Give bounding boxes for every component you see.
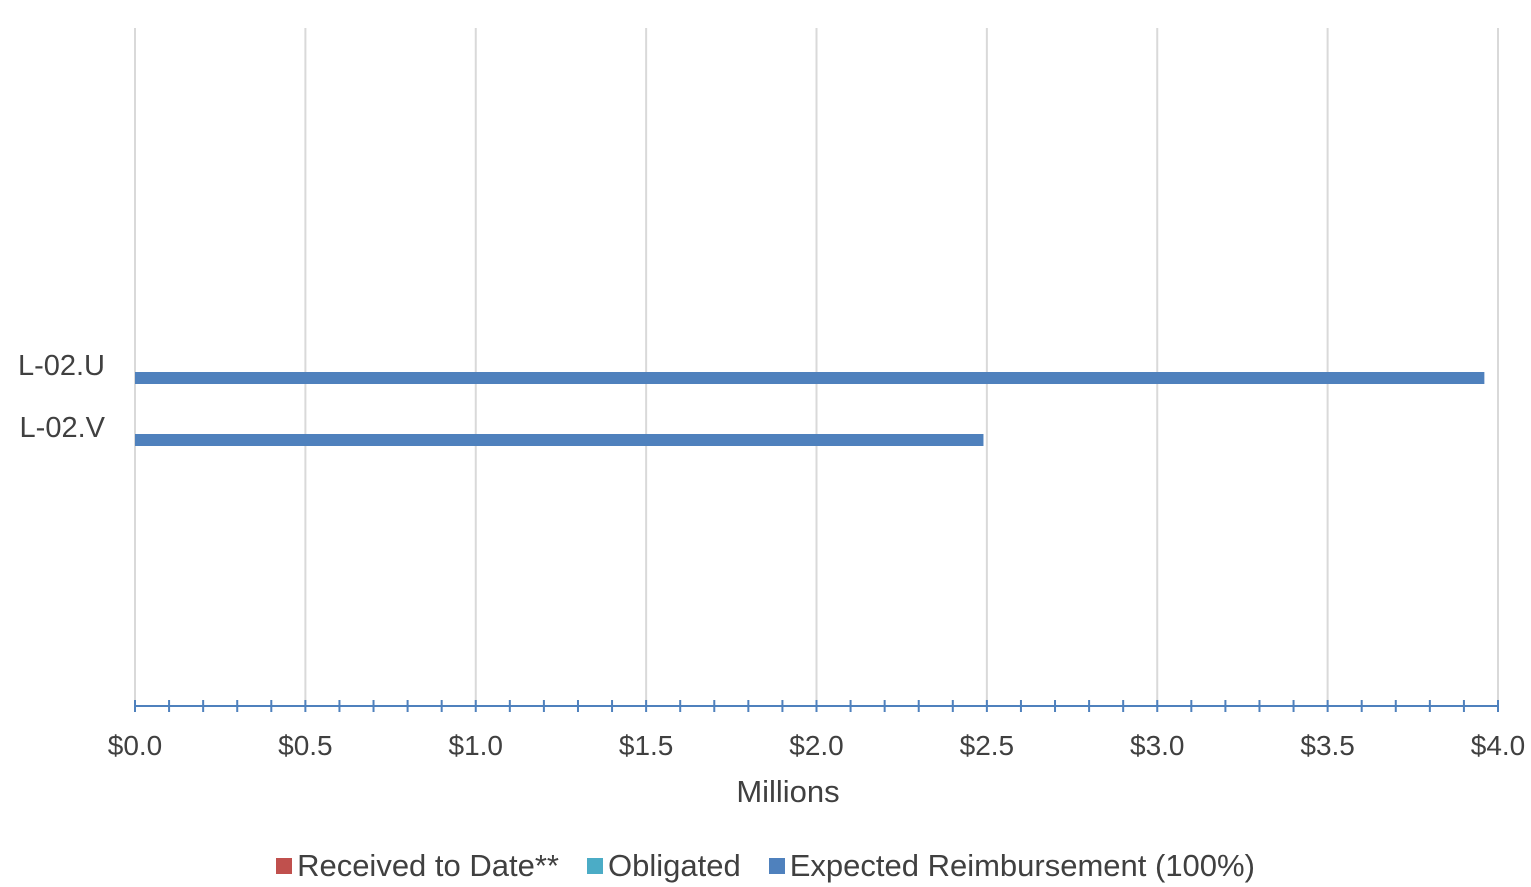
x-tick-label: $1.0: [449, 730, 504, 761]
y-axis-labels: L-02.U L-02.V: [18, 350, 106, 444]
x-tick-label: $0.0: [108, 730, 163, 761]
legend-label-received: Received to Date**: [297, 848, 559, 883]
gridlines: [134, 28, 1499, 706]
legend-label-obligated: Obligated: [608, 848, 741, 883]
bar-l-02-v: [135, 434, 984, 446]
legend-swatch-received: [276, 858, 293, 874]
legend-label-expected: Expected Reimbursement (100%): [789, 848, 1255, 883]
y-category-label: L-02.U: [18, 350, 105, 382]
legend-swatch-expected: [768, 858, 785, 874]
bar-l-02-u: [135, 372, 1485, 384]
x-tick-label: $1.5: [619, 730, 674, 761]
x-axis: $0.0 $0.5 $1.0 $1.5 $2.0 $2.5 $3.0 $3.5 $4.0: [108, 700, 1526, 761]
legend-item-received: Received to Date**: [276, 848, 559, 884]
x-tick-label: $4.0: [1471, 730, 1526, 761]
x-axis-title: Millions: [736, 774, 839, 809]
legend: Received to Date** Obligated Expected Re…: [0, 848, 1531, 884]
x-tick-label: $2.5: [960, 730, 1015, 761]
x-tick-label: $3.5: [1300, 730, 1355, 761]
legend-item-expected: Expected Reimbursement (100%): [768, 848, 1255, 884]
legend-swatch-obligated: [587, 858, 603, 874]
legend-item-obligated: Obligated: [587, 848, 741, 884]
bar-chart: $0.0 $0.5 $1.0 $1.5 $2.0 $2.5 $3.0 $3.5 $4.0 L-0…: [18, 28, 1526, 809]
y-category-label: L-02.V: [20, 412, 106, 444]
x-tick-label: $3.0: [1130, 730, 1185, 761]
bars: [135, 372, 1485, 446]
x-tick-label: $2.0: [789, 730, 844, 761]
x-tick-label: $0.5: [278, 730, 333, 761]
